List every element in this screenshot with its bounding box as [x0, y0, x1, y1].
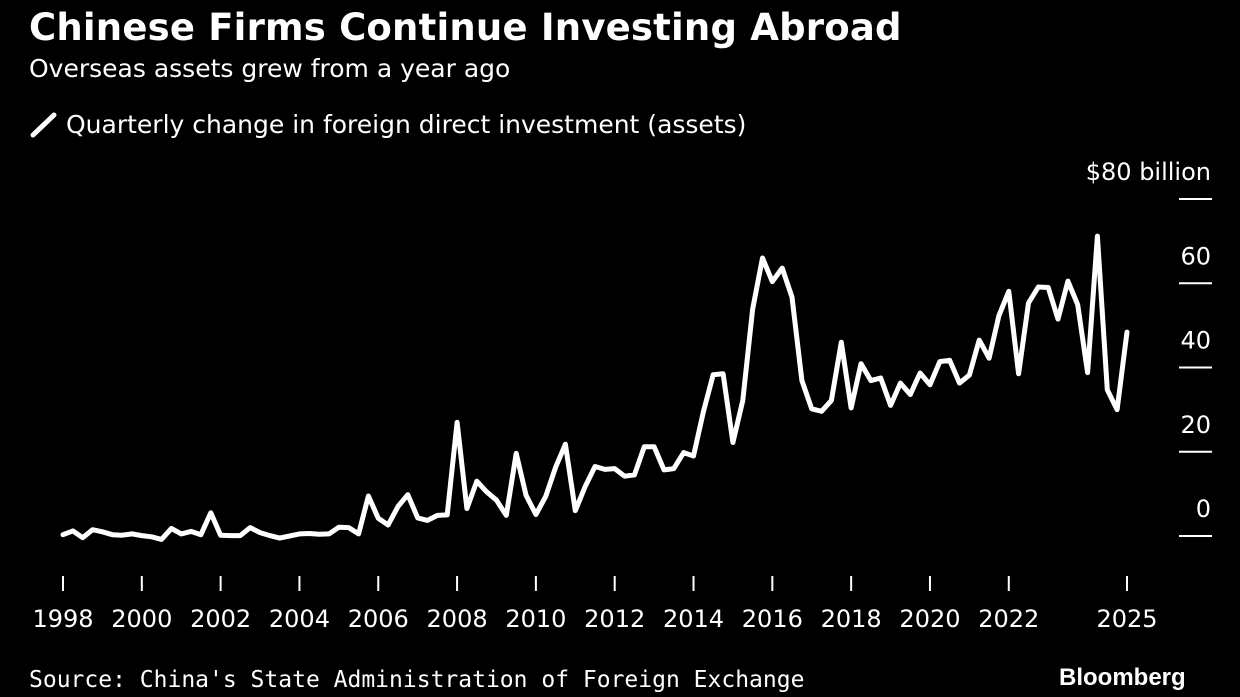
x-tick-label-2025: 2025	[1096, 605, 1157, 633]
legend: Quarterly change in foreign direct inves…	[30, 110, 746, 139]
x-tick-label-2016: 2016	[742, 605, 803, 633]
x-axis: 1998 2000 2002 2004 2006 2008 2010 2012 2014 2016…	[32, 576, 1158, 633]
series-group	[60, 233, 1130, 542]
line-swatch-icon	[30, 111, 58, 139]
x-tick-label-2002: 2002	[190, 605, 251, 633]
y-tick-label-80: $80 billion	[1086, 158, 1211, 186]
y-tick-label-60: 60	[1180, 242, 1211, 270]
x-tick-label-2014: 2014	[663, 605, 724, 633]
x-tick-label-2000: 2000	[111, 605, 172, 633]
x-tick-label-2010: 2010	[505, 605, 566, 633]
x-tick-label-2018: 2018	[821, 605, 882, 633]
x-tick-label-2012: 2012	[584, 605, 645, 633]
y-axis: 0 20 40 60 $80 billion	[1086, 158, 1212, 537]
x-tick-label-2004: 2004	[269, 605, 330, 633]
source-note: Source: China's State Administration of …	[29, 667, 805, 693]
x-tick-label-2022: 2022	[978, 605, 1039, 633]
bloomberg-logo: Bloomberg	[1059, 664, 1186, 691]
x-tick-label-2006: 2006	[348, 605, 409, 633]
chart-subtitle: Overseas assets grew from a year ago	[29, 54, 511, 83]
chart-title: Chinese Firms Continue Investing Abroad	[29, 6, 902, 49]
legend-label: Quarterly change in foreign direct inves…	[66, 110, 747, 139]
x-tick-label-2008: 2008	[427, 605, 488, 633]
y-tick-label-40: 40	[1180, 327, 1211, 355]
y-tick-label-20: 20	[1180, 411, 1211, 439]
x-tick-label-2020: 2020	[899, 605, 960, 633]
y-tick-label-0: 0	[1196, 495, 1211, 523]
series-line-0	[60, 233, 1130, 542]
x-tick-label-1998: 1998	[32, 605, 93, 633]
